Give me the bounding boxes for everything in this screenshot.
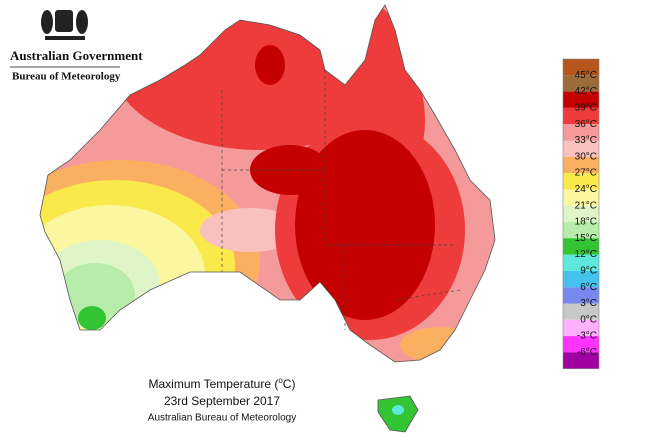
caption-title-text: Maximum Temperature ( [149, 377, 279, 391]
legend-swatch [563, 270, 599, 288]
state-borders [221, 70, 461, 330]
legend-swatch [563, 222, 599, 239]
legend-label: -6°C [577, 347, 597, 358]
caption-unit-end: C) [283, 377, 296, 391]
legend-swatch [563, 254, 599, 271]
legend-swatch [563, 205, 599, 222]
legend-swatch [563, 173, 599, 190]
legend-label: 24°C [575, 184, 597, 195]
legend-swatch [563, 59, 599, 76]
legend-label: 15°C [575, 233, 597, 244]
legend-label: 3°C [580, 298, 597, 309]
legend-swatch [563, 156, 599, 174]
caption-source: Australian Bureau of Meteorology [148, 413, 296, 424]
legend-label: -3°C [577, 331, 597, 342]
caption-date: 23rd September 2017 [164, 394, 280, 408]
legend-label: 18°C [575, 217, 597, 228]
legend-swatch [563, 319, 599, 337]
caption-title: Maximum Temperature (oC) [149, 376, 296, 391]
legend-label: 45°C [575, 70, 597, 81]
legend-label: 9°C [580, 266, 597, 277]
legend-label: 27°C [575, 168, 597, 179]
tasmania-cool [392, 405, 404, 415]
legend-label: 0°C [580, 314, 597, 325]
legend-swatch [563, 107, 599, 125]
legend-label: 36°C [575, 119, 597, 130]
legend-swatch [563, 75, 599, 92]
legend-label: 42°C [575, 86, 597, 97]
legend-frame [562, 58, 600, 370]
legend-label: 33°C [575, 135, 597, 146]
coat-of-arms [41, 10, 88, 40]
caption-unit-sup: o [278, 376, 283, 385]
legend-swatch [563, 287, 599, 304]
legend-swatch [563, 336, 599, 353]
legend-swatch [563, 189, 599, 206]
legend-label: 39°C [575, 103, 597, 114]
header-title: Australian Government [10, 48, 143, 63]
legend-label: 21°C [575, 200, 597, 211]
legend-swatch [563, 91, 599, 108]
coastline [39, 4, 496, 363]
legend-swatch [563, 303, 599, 320]
legend-swatch [563, 238, 599, 255]
header-subtitle: Bureau of Meteorology [12, 71, 121, 83]
legend-label: 30°C [575, 151, 597, 162]
legend-label: 12°C [575, 249, 597, 260]
legend-swatch [563, 140, 599, 157]
legend-swatch [563, 124, 599, 141]
legend-swatch [563, 352, 599, 369]
legend-label: 6°C [580, 282, 597, 293]
